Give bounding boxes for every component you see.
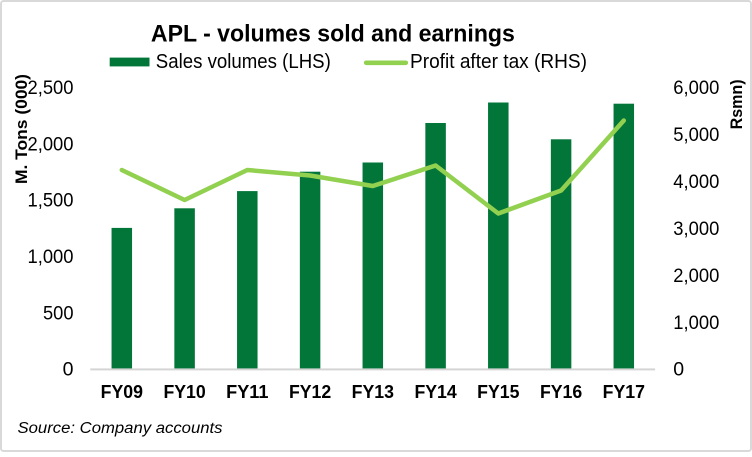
svg-text:2,500: 2,500: [28, 77, 74, 99]
svg-text:4,000: 4,000: [673, 171, 719, 193]
svg-text:3,000: 3,000: [673, 218, 719, 240]
svg-text:0: 0: [673, 359, 684, 381]
svg-text:500: 500: [43, 302, 74, 324]
svg-text:6,000: 6,000: [673, 77, 719, 99]
svg-text:5,000: 5,000: [673, 124, 719, 146]
svg-text:Rsmn): Rsmn): [727, 79, 746, 129]
svg-text:FY15: FY15: [477, 381, 519, 402]
svg-text:Profit after tax (RHS): Profit after tax (RHS): [410, 51, 587, 73]
svg-text:FY16: FY16: [540, 381, 582, 402]
svg-text:FY10: FY10: [163, 381, 205, 402]
svg-text:FY17: FY17: [603, 381, 645, 402]
svg-text:Source: Company accounts: Source: Company accounts: [18, 420, 223, 437]
svg-text:APL - volumes sold and earning: APL - volumes sold and earnings: [151, 21, 515, 48]
svg-text:2,000: 2,000: [673, 265, 719, 287]
svg-text:2,000: 2,000: [28, 133, 74, 155]
svg-text:FY12: FY12: [289, 381, 331, 402]
svg-text:M. Tons (000): M. Tons (000): [12, 74, 31, 184]
svg-text:FY13: FY13: [352, 381, 394, 402]
svg-text:0: 0: [63, 359, 74, 381]
svg-text:FY09: FY09: [101, 381, 143, 402]
svg-text:FY11: FY11: [226, 381, 268, 402]
svg-text:FY14: FY14: [414, 381, 457, 402]
svg-text:1,500: 1,500: [28, 190, 74, 212]
svg-text:Sales volumes (LHS): Sales volumes (LHS): [156, 51, 331, 73]
svg-text:1,000: 1,000: [28, 246, 74, 268]
svg-text:1,000: 1,000: [673, 312, 719, 334]
